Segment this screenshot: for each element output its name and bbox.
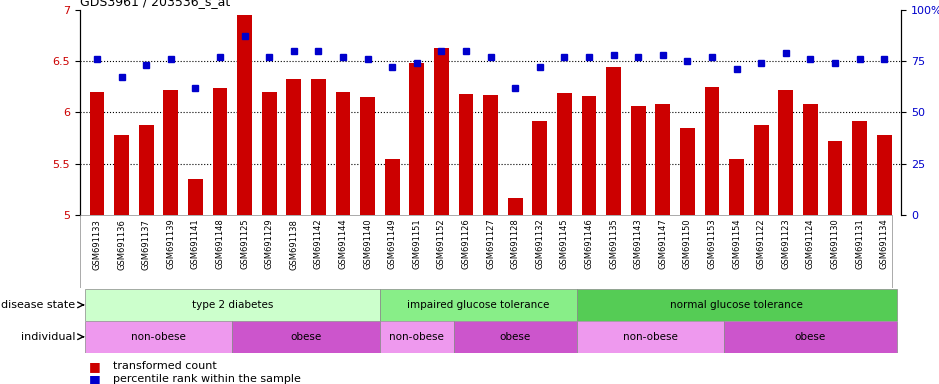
Bar <box>577 321 724 353</box>
Text: GSM691132: GSM691132 <box>535 219 545 270</box>
Text: GSM691141: GSM691141 <box>191 219 200 269</box>
Bar <box>853 121 867 215</box>
Bar <box>311 79 326 215</box>
Text: disease state: disease state <box>1 300 75 310</box>
Bar <box>380 321 454 353</box>
Bar <box>409 63 424 215</box>
Bar <box>577 289 897 321</box>
Bar <box>163 90 178 215</box>
Bar <box>335 92 350 215</box>
Text: GSM691127: GSM691127 <box>486 219 495 270</box>
Bar <box>655 104 670 215</box>
Bar <box>704 87 719 215</box>
Bar <box>85 321 232 353</box>
Text: GSM691152: GSM691152 <box>437 219 446 269</box>
Text: GSM691154: GSM691154 <box>732 219 741 269</box>
Text: type 2 diabetes: type 2 diabetes <box>192 300 273 310</box>
Text: GSM691148: GSM691148 <box>216 219 224 270</box>
Bar <box>877 135 892 215</box>
Bar <box>827 141 842 215</box>
Bar <box>188 179 203 215</box>
Bar <box>730 159 744 215</box>
Bar <box>380 289 577 321</box>
Text: GSM691134: GSM691134 <box>880 219 888 270</box>
Bar <box>85 289 380 321</box>
Text: GSM691130: GSM691130 <box>830 219 839 270</box>
Bar <box>385 159 400 215</box>
Text: GSM691137: GSM691137 <box>142 219 151 270</box>
Text: impaired glucose tolerance: impaired glucose tolerance <box>408 300 549 310</box>
Text: GSM691139: GSM691139 <box>166 219 176 270</box>
Text: GSM691138: GSM691138 <box>289 219 299 270</box>
Text: GSM691145: GSM691145 <box>560 219 569 269</box>
Text: GSM691147: GSM691147 <box>658 219 668 270</box>
Text: GSM691142: GSM691142 <box>314 219 323 269</box>
Bar <box>262 92 277 215</box>
Text: GSM691149: GSM691149 <box>388 219 397 269</box>
Bar <box>89 92 104 215</box>
Text: GSM691124: GSM691124 <box>806 219 815 269</box>
Text: GSM691125: GSM691125 <box>240 219 249 269</box>
Bar <box>361 97 375 215</box>
Bar <box>508 198 523 215</box>
Text: GSM691123: GSM691123 <box>781 219 791 270</box>
Text: non-obese: non-obese <box>623 332 678 342</box>
Text: GSM691144: GSM691144 <box>339 219 347 269</box>
Text: non-obese: non-obese <box>131 332 186 342</box>
Text: GSM691143: GSM691143 <box>634 219 642 270</box>
Bar <box>458 94 473 215</box>
Text: GSM691150: GSM691150 <box>683 219 692 269</box>
Bar <box>581 96 596 215</box>
Bar <box>212 88 227 215</box>
Bar <box>803 104 818 215</box>
Text: GSM691136: GSM691136 <box>117 219 126 270</box>
Bar <box>680 128 695 215</box>
Text: ■: ■ <box>89 360 101 373</box>
Bar <box>754 125 769 215</box>
Text: GSM691153: GSM691153 <box>707 219 716 270</box>
Text: GDS3961 / 203536_s_at: GDS3961 / 203536_s_at <box>80 0 230 8</box>
Text: obese: obese <box>290 332 322 342</box>
Bar <box>434 48 449 215</box>
Text: GSM691140: GSM691140 <box>363 219 372 269</box>
Text: individual: individual <box>21 332 75 342</box>
Bar <box>454 321 577 353</box>
Text: GSM691135: GSM691135 <box>609 219 618 270</box>
Bar <box>724 321 897 353</box>
Text: GSM691128: GSM691128 <box>511 219 519 270</box>
Bar <box>484 95 498 215</box>
Text: GSM691151: GSM691151 <box>412 219 422 269</box>
Text: GSM691146: GSM691146 <box>584 219 593 270</box>
Text: obese: obese <box>794 332 826 342</box>
Bar <box>115 135 129 215</box>
Bar <box>607 67 621 215</box>
Text: GSM691131: GSM691131 <box>855 219 864 270</box>
Bar <box>286 79 301 215</box>
Text: GSM691122: GSM691122 <box>757 219 765 269</box>
Text: percentile rank within the sample: percentile rank within the sample <box>113 374 300 384</box>
Text: ■: ■ <box>89 373 101 384</box>
Text: GSM691129: GSM691129 <box>265 219 274 269</box>
Text: GSM691126: GSM691126 <box>462 219 470 270</box>
Bar <box>778 90 793 215</box>
Bar <box>238 15 252 215</box>
Text: transformed count: transformed count <box>113 361 216 371</box>
Bar <box>557 93 572 215</box>
Bar <box>139 125 154 215</box>
Bar <box>532 121 547 215</box>
Text: GSM691133: GSM691133 <box>93 219 101 270</box>
Bar <box>631 106 646 215</box>
Bar <box>232 321 380 353</box>
Text: obese: obese <box>500 332 531 342</box>
Text: normal glucose tolerance: normal glucose tolerance <box>670 300 803 310</box>
Text: non-obese: non-obese <box>390 332 444 342</box>
